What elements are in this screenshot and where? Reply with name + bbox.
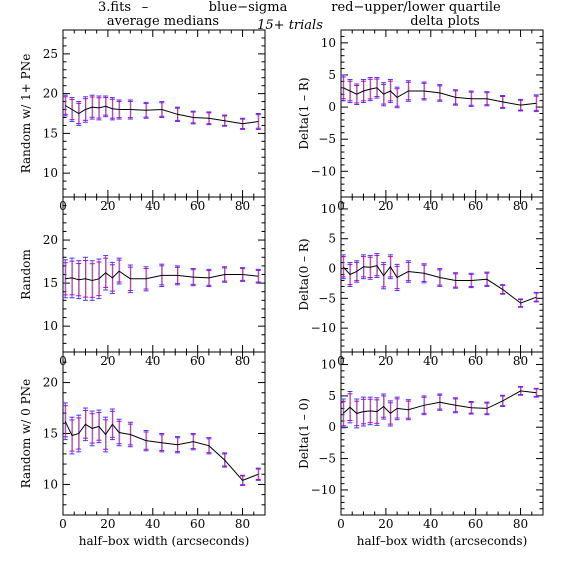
plot-frame [62,29,266,198]
y-tick-label: 15 [43,427,58,441]
x-tick-label: 20 [378,354,393,368]
x-tick-label: 0 [59,517,67,531]
y-tick-label: 0 [328,420,336,434]
x-tick-label: 20 [100,354,115,368]
plot-frame [340,351,544,516]
median-line [342,390,537,415]
x-tick-label: 80 [235,517,250,531]
y-tick-label: −10 [311,164,336,178]
error-bar [381,82,387,107]
y-tick-label: 20 [43,87,58,101]
y-tick-label: −10 [311,321,336,335]
x-tick-label: 40 [423,199,438,213]
error-bar [62,402,68,441]
y-tick-label: 5 [328,232,336,246]
panels: 0 20 40 60 80 10 15 20 25 Random w/ 1+ PNe 0 20 40 60… [19,29,544,548]
x-tick-label: 40 [145,517,160,531]
x-tick-label: 40 [145,199,160,213]
panel-5: 0 20 40 60 80 10 15 20 Random w/ 0 PNe half–box w… [19,351,266,548]
x-tick-label: 60 [468,517,483,531]
x-axis-label: half–box width (arcseconds) [357,534,528,548]
y-axis-label: Delta(1 – 0) [297,398,311,469]
y-axis-label: Random w/ 0 PNe [19,379,33,489]
x-tick-label: 80 [235,354,250,368]
plot-frame [340,29,544,198]
x-tick-label: 20 [100,199,115,213]
file-name: 3.fits [98,0,131,15]
error-bar [174,265,180,286]
y-tick-label: 15 [43,126,58,140]
left-column-title: average medians [107,14,219,29]
median-line [65,270,259,282]
x-tick-label: 80 [513,354,528,368]
x-tick-label: 40 [423,354,438,368]
y-tick-label: 0 [328,100,336,114]
x-tick-label: 20 [100,517,115,531]
y-tick-label: 25 [43,47,58,61]
y-tick-label: 10 [43,166,58,180]
x-axis-label: half–box width (arcseconds) [79,534,250,548]
error-bar [340,254,346,280]
y-tick-label: 15 [43,276,58,290]
error-bar [452,397,458,414]
y-tick-label: 0 [328,262,336,276]
title-dash: – [142,0,149,15]
y-tick-label: 10 [43,319,58,333]
x-tick-label: 60 [468,354,483,368]
x-tick-label: 20 [378,199,393,213]
panel-6: 0 20 40 60 80 −10 −5 0 5 10 Delta(1 – 0) half–box w… [297,351,544,548]
y-tick-label: 20 [43,376,58,390]
y-tick-label: 10 [321,36,336,50]
y-tick-label: 10 [321,202,336,216]
x-tick-label: 60 [190,199,205,213]
y-tick-label: −5 [318,452,336,466]
median-line [342,87,537,106]
x-tick-label: 0 [337,517,345,531]
y-tick-label: 5 [328,68,336,82]
error-bar [468,401,474,415]
median-line [64,421,259,481]
y-axis-label: Random [19,249,33,300]
x-tick-label: 80 [513,199,528,213]
y-axis-label: Random w/ 1+ PNe [19,54,33,174]
plot-frame [340,196,544,353]
median-line [342,265,537,304]
right-column-title: delta plots [410,14,479,29]
error-bar [143,101,149,119]
y-axis-label: Delta(0 – R) [297,238,311,310]
y-tick-label: −10 [311,483,336,497]
y-axis-label: Delta(1 – R) [297,77,311,149]
y-tick-label: −5 [318,291,336,305]
y-tick-label: 10 [321,358,336,372]
x-tick-label: 80 [235,199,250,213]
x-tick-label: 60 [190,354,205,368]
y-tick-label: 5 [328,389,336,403]
error-bar [222,114,228,127]
blue-sigma-note: blue−sigma [209,0,288,15]
y-tick-label: 20 [43,233,58,247]
trials-note: 15+ trials [257,18,323,33]
red-quartile-note: red−upper/lower quartile [331,0,501,15]
x-tick-label: 40 [145,354,160,368]
median-line [64,105,259,125]
x-tick-label: 60 [190,517,205,531]
error-bar [421,81,427,101]
x-tick-label: 80 [513,517,528,531]
y-tick-label: 10 [43,477,58,491]
y-tick-label: −5 [318,132,336,146]
x-tick-label: 20 [378,517,393,531]
x-tick-label: 40 [423,517,438,531]
x-tick-label: 60 [468,199,483,213]
